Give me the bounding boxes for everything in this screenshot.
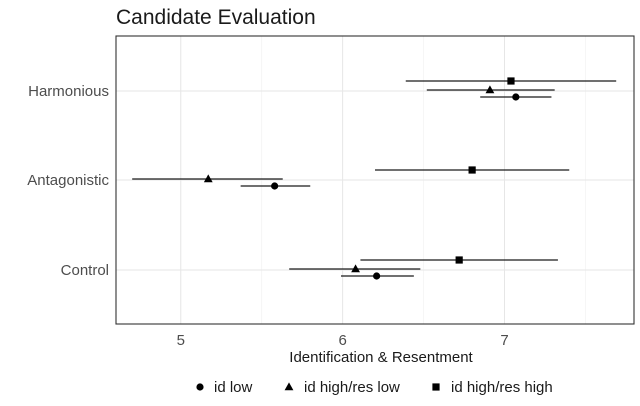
chart-title: Candidate Evaluation xyxy=(116,6,316,29)
y-tick-label: Antagonistic xyxy=(27,172,109,189)
point-estimate xyxy=(351,264,360,273)
legend-item: id low xyxy=(196,379,253,396)
point-estimate xyxy=(512,93,520,101)
legend-label: id low xyxy=(214,379,253,396)
x-axis-label: Identification & Resentment xyxy=(289,349,473,366)
y-tick-label: Harmonious xyxy=(28,83,109,100)
point-estimate xyxy=(485,85,495,94)
point-estimate xyxy=(271,182,279,190)
axis-ticks: 5 6 7 Harmonious Antagonistic Control xyxy=(27,83,508,349)
point-estimate xyxy=(203,174,213,183)
point-estimate xyxy=(507,77,515,85)
x-tick-label: 7 xyxy=(500,332,508,349)
legend-item: id high/res low xyxy=(284,379,400,396)
point-estimate xyxy=(373,272,381,280)
legend-label: id high/res high xyxy=(451,379,553,396)
grid xyxy=(116,36,634,324)
x-tick-label: 6 xyxy=(338,332,346,349)
legend-item: id high/res high xyxy=(432,379,553,396)
y-tick-label: Control xyxy=(61,262,109,279)
plot-panel xyxy=(115,35,635,325)
point-estimate xyxy=(468,166,476,174)
legend-key xyxy=(284,382,294,391)
point-estimate xyxy=(455,256,463,264)
legend: id low id high/res low id high/res high xyxy=(196,379,553,396)
data-marks xyxy=(132,77,617,280)
legend-key xyxy=(432,383,440,391)
x-tick-label: 5 xyxy=(177,332,185,349)
legend-label: id high/res low xyxy=(304,379,400,396)
legend-key xyxy=(196,383,204,391)
